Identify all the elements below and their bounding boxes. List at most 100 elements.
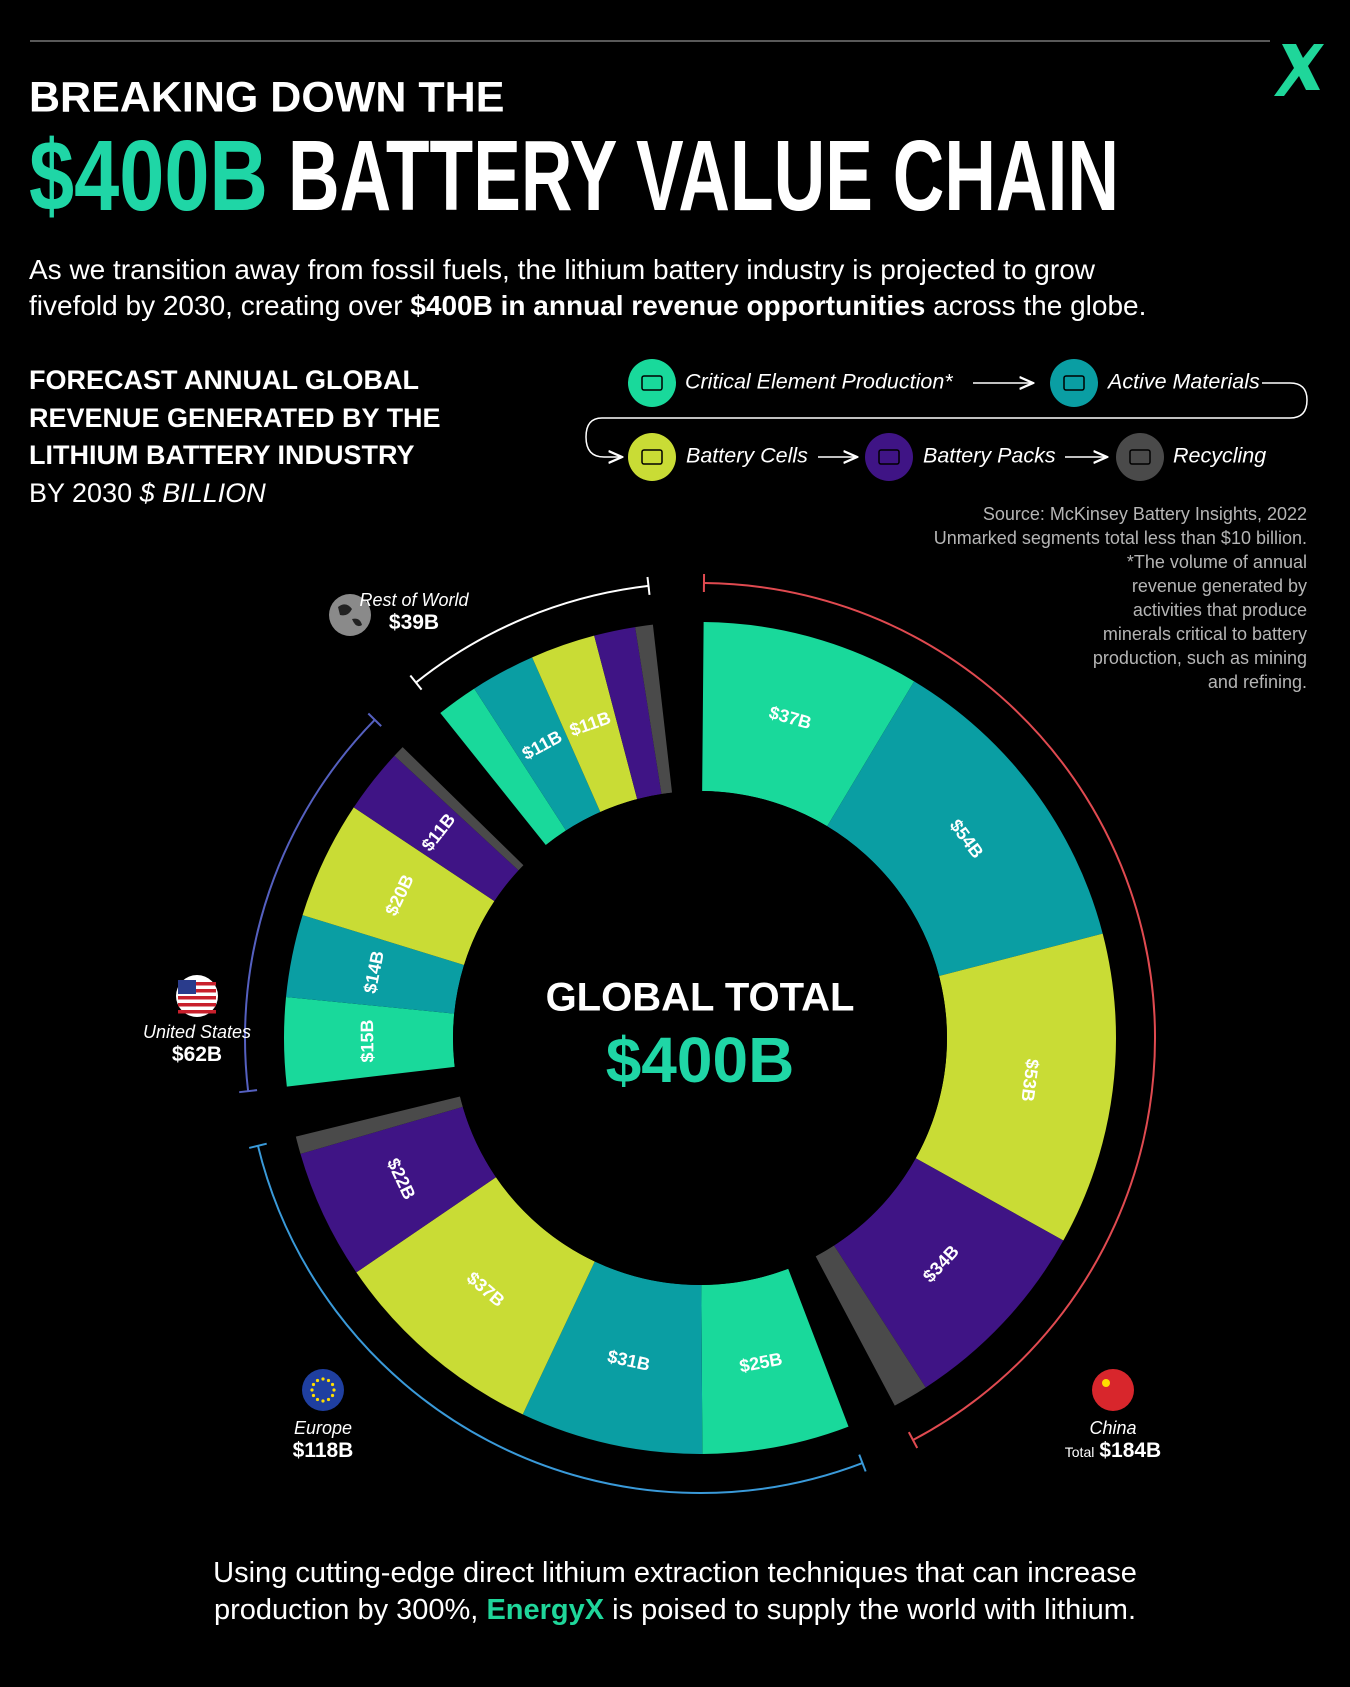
unit: $ BILLION <box>139 477 266 508</box>
value-label: $15B <box>357 1019 377 1062</box>
flag-star <box>310 1388 314 1392</box>
legend-swatch <box>1050 359 1098 407</box>
segment <box>440 688 566 846</box>
flag-star <box>315 1397 320 1402</box>
legend-icon <box>641 449 663 465</box>
center-total: $400B <box>606 1024 795 1096</box>
region-total-line: $39B <box>359 610 469 636</box>
region-total-line: Total $184B <box>1058 1438 1168 1464</box>
segment <box>474 657 601 831</box>
note-line: *The volume of annual <box>1126 552 1307 572</box>
region-bracket <box>244 719 376 1092</box>
segment <box>834 1158 1064 1388</box>
region-total: $62B <box>171 1043 223 1066</box>
subtitle-line: FORECAST ANNUAL GLOBAL <box>29 365 419 395</box>
segment <box>702 622 915 827</box>
intro: As we transition away from fossil fuels,… <box>29 252 1146 324</box>
bracket-tick <box>367 712 382 727</box>
intro-bold: $400B in annual revenue opportunities <box>410 290 926 321</box>
region-name: China <box>1089 1418 1137 1438</box>
flag-stripe <box>178 996 216 1000</box>
note-line: activities that produce <box>1132 600 1307 620</box>
intro-text: fivefold by 2030, creating over <box>29 290 411 321</box>
legend-swatch <box>628 359 676 407</box>
legend-swatch <box>865 433 913 481</box>
segment <box>532 635 638 813</box>
flag-star <box>311 1382 316 1387</box>
region-total: $184B <box>1099 1439 1162 1462</box>
region-name: United States <box>142 1022 252 1042</box>
footer-text: Using cutting-edge direct lithium extrac… <box>213 1557 1137 1589</box>
flag-star <box>326 1378 331 1383</box>
globe-land <box>338 604 362 627</box>
legend-swatch <box>1116 433 1164 481</box>
note-line: Unmarked segments total less than $10 bi… <box>933 528 1307 548</box>
region-total-line: $118B <box>268 1438 378 1464</box>
footer-text: is poised to supply the world with lithi… <box>604 1594 1137 1626</box>
region-icon <box>302 1369 344 1411</box>
legend-label: Battery Packs <box>923 444 1056 468</box>
title-line: BREAKING DOWN THE <box>29 73 504 121</box>
note-line: production, such as mining <box>1092 648 1307 668</box>
intro-text: As we transition away from fossil fuels,… <box>29 254 1095 285</box>
segment <box>295 1096 463 1154</box>
title-main: BATTERY VALUE CHAIN <box>288 120 1119 232</box>
flag-star <box>1102 1379 1110 1387</box>
legend-label: Recycling <box>1173 444 1266 468</box>
region-name: Europe <box>293 1418 353 1438</box>
region-bracket <box>256 1145 863 1494</box>
footer: Using cutting-edge direct lithium extrac… <box>0 1555 1350 1629</box>
segment <box>522 1261 703 1454</box>
flag-star <box>330 1393 335 1398</box>
title-highlight: $400B <box>29 120 268 232</box>
bracket-tick <box>858 1454 867 1472</box>
note-line: minerals critical to battery <box>1102 624 1307 644</box>
note-line: and refining. <box>1207 672 1307 692</box>
donut-hole <box>453 791 947 1285</box>
bracket-tick <box>409 674 423 691</box>
footer-text: production by 300%, <box>213 1594 487 1626</box>
flag-canton <box>178 980 196 994</box>
subtitle-line: BY 2030 <box>29 477 133 508</box>
segment <box>594 627 662 800</box>
legend-icon <box>1063 375 1085 391</box>
logo <box>1274 44 1324 96</box>
flag-star <box>332 1388 336 1392</box>
source-notes: Source: McKinsey Battery Insights, 2022 U… <box>934 502 1307 694</box>
subtitle-line: REVENUE GENERATED BY THE <box>29 402 441 433</box>
subtitle-line: LITHIUM BATTERY INDUSTRY <box>29 440 415 470</box>
segment <box>915 933 1117 1241</box>
chart-subtitle: FORECAST ANNUAL GLOBAL REVENUE GENERATED … <box>29 362 441 512</box>
flag-star <box>330 1382 335 1387</box>
region-label: Europe $118B <box>268 1418 378 1464</box>
segment <box>300 1106 496 1273</box>
legend-label: Battery Cells <box>686 444 808 468</box>
segment <box>356 1177 595 1415</box>
center-label: GLOBAL TOTAL <box>546 976 855 1020</box>
flag-stripe <box>178 982 216 986</box>
region-total: $118B <box>292 1439 354 1462</box>
flag-star <box>321 1399 325 1403</box>
legend-icon <box>878 449 900 465</box>
legend-label: Critical Element Production* <box>685 370 953 394</box>
bracket-tick <box>239 1089 258 1094</box>
region-label: United States $62B <box>142 1022 252 1068</box>
flag-star <box>311 1393 316 1398</box>
flag-star <box>326 1397 331 1402</box>
flag-stripe <box>178 1010 216 1014</box>
legend-icon <box>641 375 663 391</box>
legend-swatch <box>628 433 676 481</box>
note-line: Source: McKinsey Battery Insights, 2022 <box>982 504 1307 524</box>
flag-star <box>315 1378 320 1383</box>
segment <box>827 681 1103 977</box>
bracket-tick <box>646 576 651 595</box>
legend-label: Active Materials <box>1106 370 1260 394</box>
region-name: Rest of World <box>359 590 469 610</box>
flag-stripe <box>178 1003 216 1007</box>
segment <box>353 755 519 902</box>
region-bracket <box>703 582 1156 1441</box>
segment <box>635 624 673 795</box>
segment <box>815 1245 926 1406</box>
